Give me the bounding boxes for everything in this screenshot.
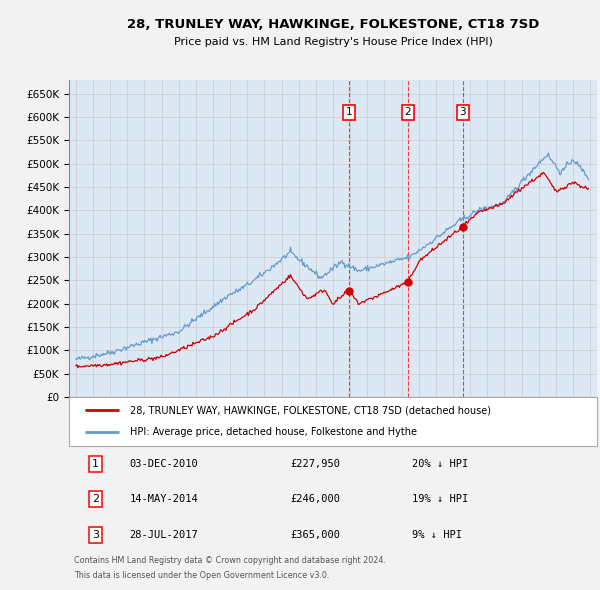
Text: 14-MAY-2014: 14-MAY-2014 (130, 494, 199, 504)
Text: HPI: Average price, detached house, Folkestone and Hythe: HPI: Average price, detached house, Folk… (130, 427, 417, 437)
Text: 28, TRUNLEY WAY, HAWKINGE, FOLKESTONE, CT18 7SD: 28, TRUNLEY WAY, HAWKINGE, FOLKESTONE, C… (127, 18, 539, 31)
Text: 1: 1 (346, 107, 352, 117)
Text: 2: 2 (404, 107, 411, 117)
Text: 2: 2 (92, 494, 99, 504)
Text: 03-DEC-2010: 03-DEC-2010 (130, 459, 199, 469)
Text: 1: 1 (92, 459, 99, 469)
Text: Contains HM Land Registry data © Crown copyright and database right 2024.: Contains HM Land Registry data © Crown c… (74, 556, 386, 565)
Text: £246,000: £246,000 (291, 494, 341, 504)
Text: This data is licensed under the Open Government Licence v3.0.: This data is licensed under the Open Gov… (74, 571, 329, 580)
Text: 19% ↓ HPI: 19% ↓ HPI (412, 494, 469, 504)
Text: 3: 3 (92, 530, 99, 540)
Text: £365,000: £365,000 (291, 530, 341, 540)
FancyBboxPatch shape (69, 397, 597, 445)
Text: 28-JUL-2017: 28-JUL-2017 (130, 530, 199, 540)
Text: Price paid vs. HM Land Registry's House Price Index (HPI): Price paid vs. HM Land Registry's House … (173, 38, 493, 47)
Text: 3: 3 (460, 107, 466, 117)
Text: 28, TRUNLEY WAY, HAWKINGE, FOLKESTONE, CT18 7SD (detached house): 28, TRUNLEY WAY, HAWKINGE, FOLKESTONE, C… (130, 405, 491, 415)
Text: 9% ↓ HPI: 9% ↓ HPI (412, 530, 462, 540)
Text: 20% ↓ HPI: 20% ↓ HPI (412, 459, 469, 469)
Text: £227,950: £227,950 (291, 459, 341, 469)
